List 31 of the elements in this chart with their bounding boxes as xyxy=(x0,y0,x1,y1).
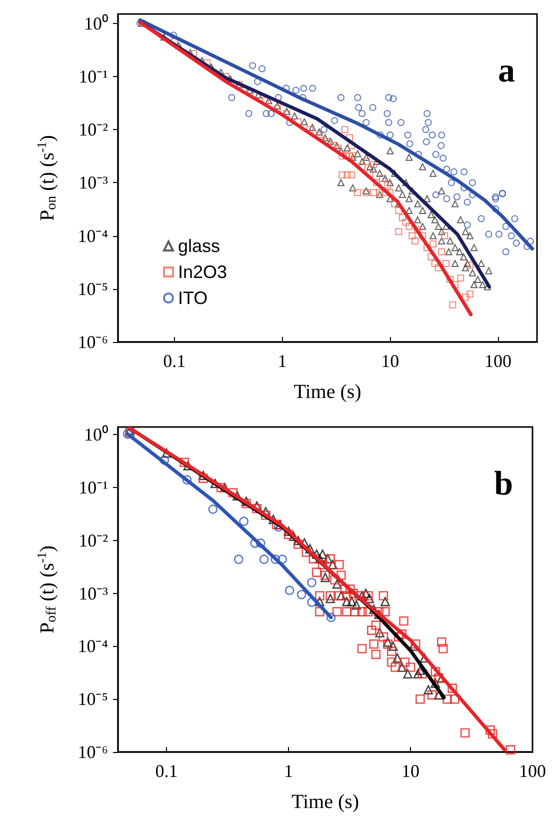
annotation: a xyxy=(498,52,515,90)
x-tick-label: 0.1 xyxy=(155,761,178,781)
x-tick-label: 0.1 xyxy=(163,351,186,371)
x-axis-title: Time (s) xyxy=(294,381,362,403)
y-tick-label: 10⁻¹ xyxy=(78,66,108,86)
x-tick-label: 1 xyxy=(278,351,287,371)
x-tick-label: 100 xyxy=(484,351,512,371)
y-axis-title: Pon (t) (s-1) xyxy=(34,135,60,221)
x-tick-label: 10 xyxy=(381,351,400,371)
y-tick-label: 10⁻⁴ xyxy=(78,226,108,246)
y-tick-label: 10⁻² xyxy=(78,530,108,550)
y-tick-label: 10⁻⁶ xyxy=(78,332,108,352)
legend-label: In2O3 xyxy=(178,262,228,282)
y-tick-label: 10⁻³ xyxy=(78,583,109,604)
legend-label: ITO xyxy=(178,288,208,308)
y-axis-title: Poff (t) (s-1) xyxy=(34,545,60,634)
x-tick-label: 100 xyxy=(519,761,546,781)
y-tick-label: 10⁻⁶ xyxy=(78,742,108,762)
y-tick-label: 10⁻¹ xyxy=(78,478,108,498)
y-tick-label: 10⁰ xyxy=(84,424,108,445)
legend-label: glass xyxy=(178,236,220,256)
annotation: b xyxy=(494,466,514,502)
y-tick-label: 10⁻⁵ xyxy=(78,278,108,299)
x-tick-label: 10 xyxy=(402,761,420,781)
y-tick-label: 10⁻² xyxy=(78,120,108,140)
x-axis-title: Time (s) xyxy=(291,791,360,813)
y-tick-label: 10⁻⁵ xyxy=(78,689,108,710)
y-tick-label: 10⁻³ xyxy=(78,172,109,193)
y-tick-label: 10⁰ xyxy=(84,13,108,34)
x-tick-label: 1 xyxy=(284,761,294,781)
y-tick-label: 10⁻⁴ xyxy=(78,636,108,656)
